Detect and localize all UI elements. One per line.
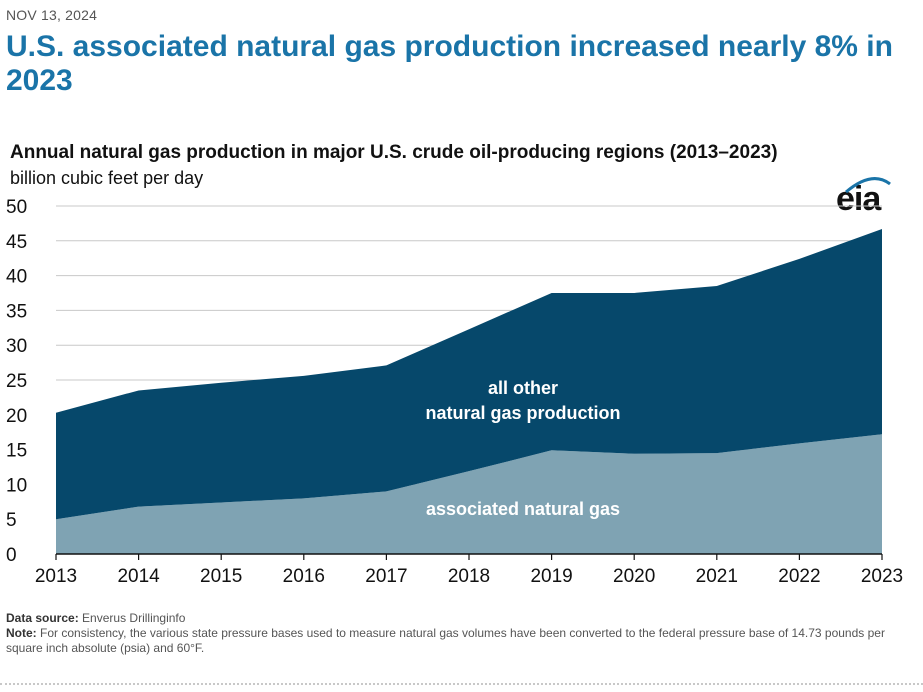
x-tick-label: 2020 [613,566,655,587]
note-line: Note: For consistency, the various state… [6,626,911,656]
y-tick-label: 5 [6,510,17,531]
series-label: natural gas production [425,403,620,423]
area-chart: 0 5 10 15 20 25 30 35 40 45 50 2013 2014 2015 2016 2017… [6,197,903,587]
area-series-other [56,228,882,520]
y-tick-label: 45 [6,232,27,253]
x-tick-label: 2021 [696,566,738,587]
area-series-associated [56,434,882,554]
x-tick-label: 2014 [117,566,160,587]
y-tick-label: 10 [6,475,27,496]
y-tick-label: 0 [6,545,17,566]
data-source-line: Data source: Enverus Drillinginfo [6,611,911,626]
y-axis-unit-label: billion cubic feet per day [10,168,204,188]
x-tick-label: 2015 [200,566,242,587]
y-tick-label: 25 [6,371,27,392]
chart-title: Annual natural gas production in major U… [10,142,778,163]
x-tick-label: 2016 [283,566,325,587]
y-tick-label: 15 [6,441,27,462]
data-source-text: Enverus Drillinginfo [82,611,186,625]
y-tick-label: 35 [6,301,27,322]
series-label: all other [488,378,558,398]
eia-logo-arc-icon [845,177,891,194]
x-tick-label: 2019 [530,566,572,587]
y-tick-label: 40 [6,267,27,288]
y-tick-label: 20 [6,406,27,427]
series-label: associated natural gas [426,499,620,519]
bottom-divider [0,683,923,685]
note-text: For consistency, the various state press… [6,626,885,655]
x-tick-label: 2018 [448,566,490,587]
x-tick-label: 2013 [35,566,77,587]
data-source-label: Data source: [6,611,79,625]
note-label: Note: [6,626,37,640]
eia-logo: eia [836,180,881,218]
x-tick-label: 2017 [365,566,407,587]
y-tick-label: 50 [6,197,27,218]
y-tick-label: 30 [6,336,27,357]
headline: U.S. associated natural gas production i… [6,30,893,97]
x-tick-label: 2022 [778,566,820,587]
chart-footer: Data source: Enverus Drillinginfo Note: … [6,611,911,656]
x-tick-label: 2023 [861,566,903,587]
publication-date: NOV 13, 2024 [6,7,98,23]
